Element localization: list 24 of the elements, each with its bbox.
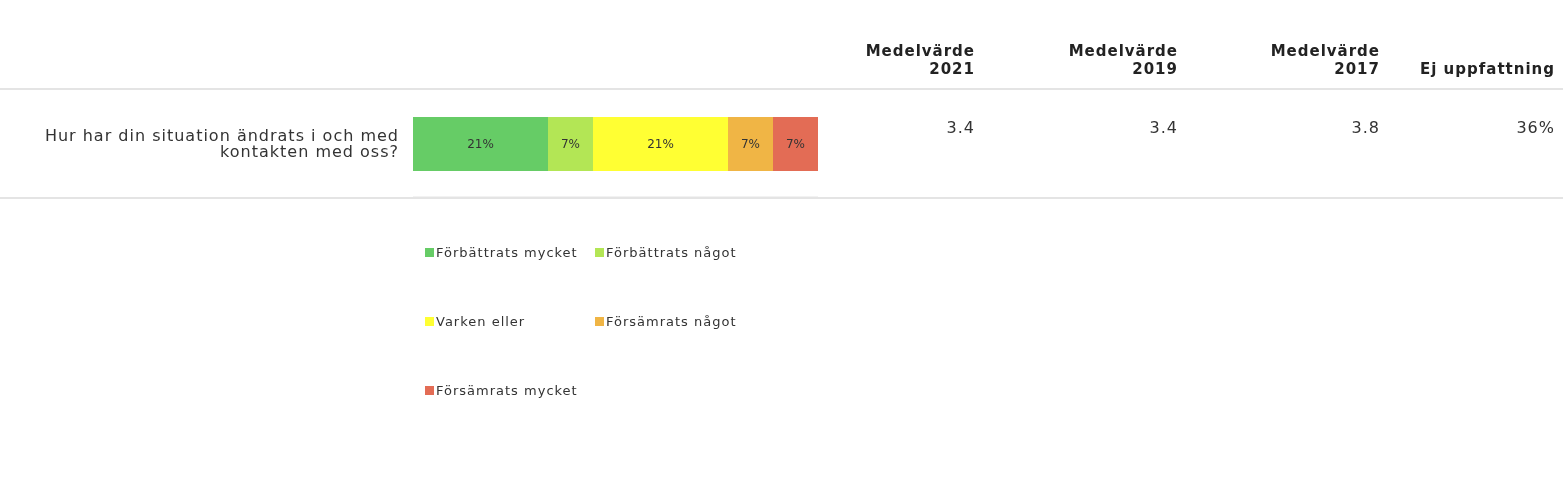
legend-label: Försämrats något [605,314,738,329]
legend-label: Förbättrats något [605,245,738,260]
legend-label: Förbättrats mycket [435,245,579,260]
text: Medelvärde 2019 [1067,42,1178,78]
text: Ej uppfattning [1420,60,1555,78]
legend-label: Varken eller [435,314,527,329]
text: 3.8 [1350,118,1380,137]
bar [413,117,548,171]
text: Medelvärde 2017 [1269,42,1380,78]
legend-label: Försämrats mycket [435,383,579,398]
text: 36% [1515,118,1555,137]
bar [773,117,818,171]
data-label: 21% [467,137,494,152]
text: 3.4 [945,118,975,137]
data-label: 7% [785,137,806,152]
bar [593,117,728,171]
y-tick-label: Hur har din situation ändrats i och med kontakten med oss? [44,126,399,162]
text: Medelvärde 2021 [864,42,975,78]
data-label: 21% [647,137,674,152]
data-label: 7% [740,137,761,152]
data-label: 7% [560,137,581,152]
bar [728,117,773,171]
text: 3.4 [1148,118,1178,137]
bar [548,117,593,171]
